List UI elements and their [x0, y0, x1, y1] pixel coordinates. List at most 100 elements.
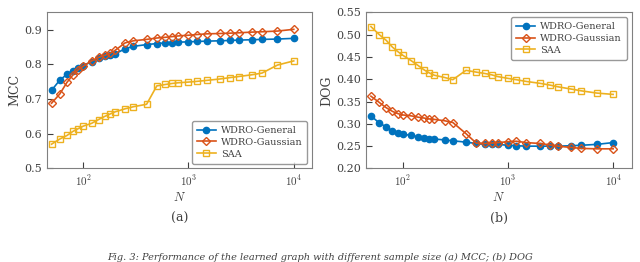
WDRO-Gaussian [523, 141, 531, 144]
WDRO-General [472, 142, 480, 145]
Line: WDRO-General: WDRO-General [49, 35, 297, 94]
WDRO-Gaussian [407, 114, 415, 117]
SAA [48, 143, 56, 146]
SAA [488, 73, 495, 76]
Y-axis label: DOG: DOG [321, 75, 333, 106]
WDRO-General [394, 132, 402, 135]
WDRO-General [235, 39, 243, 42]
WDRO-General [258, 38, 266, 41]
Legend: WDRO-General, WDRO-Gaussian, SAA: WDRO-General, WDRO-Gaussian, SAA [511, 17, 627, 60]
SAA [79, 124, 87, 128]
SAA [69, 130, 77, 133]
Line: WDRO-Gaussian: WDRO-Gaussian [368, 93, 616, 152]
WDRO-General [546, 145, 554, 148]
WDRO-General [290, 37, 298, 40]
SAA [578, 89, 586, 92]
WDRO-General [95, 57, 102, 60]
WDRO-General [513, 144, 520, 147]
SAA [394, 50, 402, 53]
WDRO-Gaussian [290, 28, 298, 31]
WDRO-General [101, 54, 109, 58]
SAA [235, 75, 243, 78]
SAA [426, 72, 433, 75]
SAA [216, 77, 224, 80]
SAA [449, 78, 457, 81]
WDRO-Gaussian [431, 118, 438, 121]
SAA [203, 79, 211, 82]
WDRO-Gaussian [101, 54, 109, 57]
WDRO-General [56, 78, 64, 81]
WDRO-General [554, 145, 562, 148]
SAA [248, 73, 256, 76]
SAA [168, 82, 176, 85]
WDRO-General [536, 145, 543, 148]
SAA [95, 118, 102, 121]
SAA [399, 54, 406, 57]
WDRO-Gaussian [593, 147, 601, 150]
WDRO-Gaussian [168, 35, 176, 38]
WDRO-Gaussian [161, 36, 169, 39]
WDRO-General [121, 47, 129, 50]
SAA [546, 84, 554, 87]
WDRO-General [63, 73, 71, 76]
SAA [175, 81, 182, 84]
WDRO-General [143, 43, 150, 46]
WDRO-Gaussian [414, 116, 422, 119]
WDRO-General [111, 52, 119, 56]
SAA [184, 80, 192, 84]
WDRO-General [69, 69, 77, 72]
WDRO-General [376, 121, 383, 124]
WDRO-Gaussian [536, 142, 543, 145]
WDRO-Gaussian [367, 95, 375, 98]
SAA [383, 39, 390, 42]
SAA [376, 33, 383, 36]
SAA [420, 68, 428, 72]
WDRO-Gaussian [376, 101, 383, 104]
WDRO-Gaussian [472, 141, 480, 145]
WDRO-General [481, 143, 488, 146]
WDRO-General [130, 45, 138, 48]
WDRO-General [161, 41, 169, 45]
WDRO-Gaussian [175, 34, 182, 37]
SAA [462, 69, 470, 72]
WDRO-Gaussian [106, 52, 114, 55]
WDRO-General [48, 89, 56, 92]
X-axis label: $N$: $N$ [492, 191, 506, 204]
WDRO-Gaussian [273, 30, 281, 33]
WDRO-Gaussian [513, 140, 520, 143]
WDRO-General [175, 41, 182, 44]
WDRO-General [568, 144, 575, 147]
Legend: WDRO-General, WDRO-Gaussian, SAA: WDRO-General, WDRO-Gaussian, SAA [192, 121, 307, 163]
WDRO-General [407, 134, 415, 137]
WDRO-Gaussian [248, 31, 256, 34]
WDRO-Gaussian [69, 73, 77, 76]
WDRO-General [449, 139, 457, 142]
WDRO-Gaussian [143, 38, 150, 41]
WDRO-General [504, 144, 512, 147]
WDRO-General [153, 42, 161, 45]
WDRO-Gaussian [258, 30, 266, 33]
WDRO-General [248, 38, 256, 41]
WDRO-General [488, 143, 495, 146]
WDRO-Gaussian [184, 34, 192, 37]
SAA [536, 82, 543, 85]
WDRO-General [399, 133, 406, 136]
SAA [75, 127, 83, 130]
WDRO-General [106, 53, 114, 56]
SAA [161, 83, 169, 86]
WDRO-General [609, 141, 617, 144]
WDRO-General [383, 125, 390, 129]
SAA [523, 80, 531, 83]
WDRO-Gaussian [383, 106, 390, 109]
Y-axis label: MCC: MCC [8, 74, 21, 106]
SAA [290, 59, 298, 62]
WDRO-General [88, 60, 95, 63]
WDRO-Gaussian [193, 33, 201, 36]
SAA [388, 46, 396, 49]
WDRO-General [578, 144, 586, 147]
WDRO-General [193, 40, 201, 43]
SAA [494, 75, 502, 78]
SAA [513, 78, 520, 81]
WDRO-Gaussian [75, 68, 83, 71]
WDRO-Gaussian [462, 132, 470, 135]
